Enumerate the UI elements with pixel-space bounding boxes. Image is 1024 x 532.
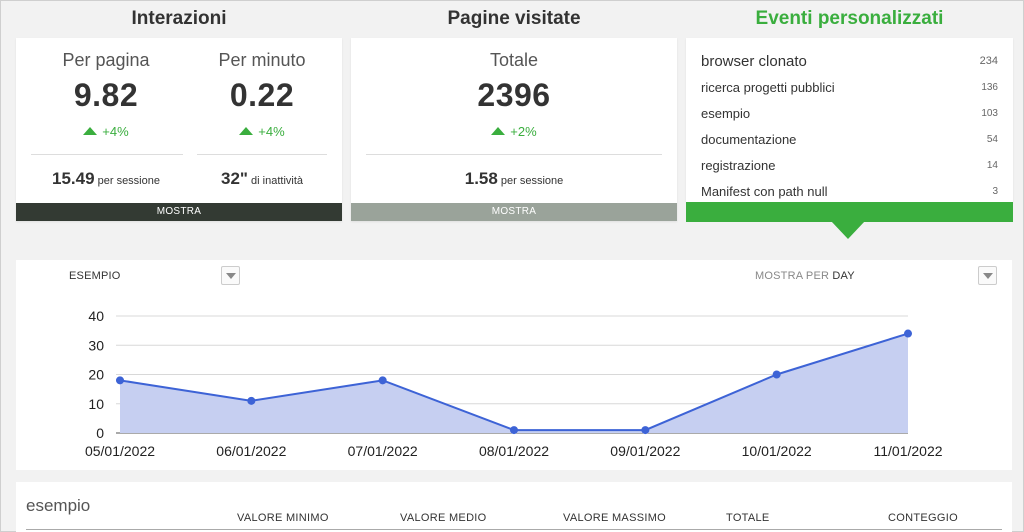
eventi-card: browser clonato 234 ricerca progetti pubbl… — [686, 38, 1013, 202]
interazioni-card: Per pagina 9.82 +4% Per minuto 0.22 +4% … — [16, 38, 342, 221]
header-valore-medio[interactable]: VALORE MEDIO — [400, 512, 487, 524]
header-conteggio[interactable]: CONTEGGIO — [888, 512, 958, 524]
event-name: documentazione — [701, 131, 797, 147]
divider — [197, 154, 327, 155]
per-minuto-label: Per minuto — [218, 50, 306, 70]
table-card: esempio VALORE MINIMO VALORE MEDIO VALOR… — [16, 482, 1012, 532]
pagine-per-sessione-stat: 1.58 per sessione — [464, 169, 564, 188]
per-sessione-stat: 15.49 per sessione — [52, 169, 160, 188]
pagine-visitate-card: Totale 2396 +2% 1.58 per sessione MOSTRA — [351, 38, 677, 221]
per-minuto-metric: Per minuto 0.22 +4% — [182, 50, 342, 139]
chart-card: ESEMPIO MOSTRA PER DAY 0 10 20 30 40 05/01/20… — [16, 260, 1012, 470]
per-minuto-delta: +4% — [182, 124, 342, 139]
event-row[interactable]: ricerca progetti pubblici 136 — [701, 74, 998, 100]
event-count: 3 — [992, 185, 998, 197]
data-point — [641, 426, 650, 435]
divider — [31, 154, 183, 155]
event-name: Manifest con path null — [701, 183, 828, 199]
event-row[interactable]: Manifest con path null 3 — [701, 178, 998, 204]
event-name: esempio — [701, 105, 751, 121]
event-name: ricerca progetti pubblici — [701, 79, 835, 95]
area-fill — [120, 333, 908, 433]
mostra-interazioni-button[interactable]: MOSTRA — [16, 203, 342, 221]
chevron-down-icon[interactable] — [221, 266, 240, 285]
y-tick-label: 40 — [88, 308, 104, 324]
trend-up-icon — [239, 127, 254, 135]
data-point — [378, 376, 387, 385]
pointer-arrow-icon — [831, 221, 865, 239]
divider — [366, 154, 662, 155]
event-count: 54 — [986, 133, 998, 145]
data-point — [116, 376, 124, 385]
per-pagina-metric: Per pagina 9.82 +4% — [26, 50, 186, 139]
y-tick-label: 30 — [88, 337, 104, 353]
eventi-list: browser clonato 234 ricerca progetti pubbl… — [701, 48, 998, 204]
totale-label: Totale — [489, 50, 539, 70]
data-point — [772, 370, 781, 379]
area-chart: 0 10 20 30 40 05/01/2022 06/01/2022 07/01/2022 0… — [85, 308, 943, 459]
event-count: 234 — [979, 55, 998, 67]
x-tick-label: 10/01/2022 — [742, 443, 812, 459]
interazioni-title: Interazioni — [131, 8, 227, 29]
per-minuto-value: 0.22 — [229, 77, 295, 113]
header-valore-minimo[interactable]: VALORE MINIMO — [237, 512, 329, 524]
y-tick-label: 10 — [88, 396, 104, 412]
event-name: browser clonato — [701, 52, 807, 70]
inattivita-stat: 32" di inattività — [220, 169, 304, 188]
chevron-down-icon[interactable] — [978, 266, 997, 285]
trend-up-icon — [491, 127, 506, 135]
event-count: 14 — [986, 159, 998, 171]
x-tick-label: 08/01/2022 — [479, 443, 549, 459]
event-row[interactable]: browser clonato 234 — [701, 48, 998, 74]
pagine-visitate-title: Pagine visitate — [447, 8, 581, 29]
event-row[interactable]: esempio 103 — [701, 100, 998, 126]
event-row[interactable]: registrazione 14 — [701, 152, 998, 178]
y-tick-label: 20 — [88, 367, 104, 383]
x-tick-label: 07/01/2022 — [348, 443, 418, 459]
table-header-divider — [26, 529, 1002, 530]
per-pagina-delta: +4% — [26, 124, 186, 139]
data-point — [247, 396, 256, 405]
totale-value: 2396 — [477, 77, 551, 113]
eventi-selected-bar[interactable] — [686, 202, 1013, 222]
per-pagina-label: Per pagina — [62, 50, 150, 70]
mostra-per-label: MOSTRA PER DAY — [755, 270, 855, 282]
event-count: 103 — [981, 107, 998, 119]
totale-delta: +2% — [351, 124, 677, 139]
data-point — [904, 329, 912, 338]
table-title: esempio — [26, 496, 91, 515]
y-tick-label: 0 — [96, 425, 104, 441]
header-valore-massimo[interactable]: VALORE MASSIMO — [563, 512, 667, 524]
data-point — [510, 426, 518, 435]
x-tick-label: 11/01/2022 — [873, 443, 942, 459]
x-tick-label: 05/01/2022 — [85, 443, 155, 459]
event-count: 136 — [981, 81, 998, 93]
header-totale[interactable]: TOTALE — [726, 512, 770, 524]
trend-up-icon — [83, 127, 98, 135]
chart-selector-label: ESEMPIO — [69, 270, 121, 282]
totale-metric: Totale 2396 +2% — [351, 50, 677, 139]
event-name: registrazione — [701, 157, 776, 173]
mostra-pagine-button[interactable]: MOSTRA — [351, 203, 677, 221]
eventi-personalizzati-title: Eventi personalizzati — [755, 8, 944, 29]
event-row[interactable]: documentazione 54 — [701, 126, 998, 152]
per-pagina-value: 9.82 — [73, 77, 139, 113]
x-tick-label: 06/01/2022 — [216, 443, 286, 459]
x-tick-label: 09/01/2022 — [610, 443, 680, 459]
